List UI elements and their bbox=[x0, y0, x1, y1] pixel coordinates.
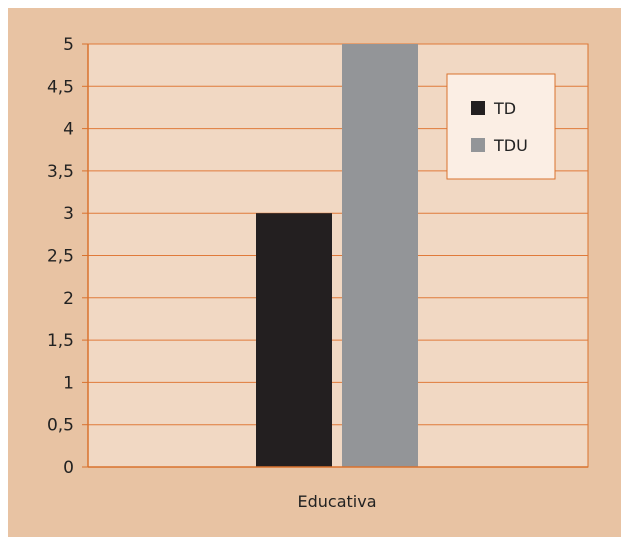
bars bbox=[256, 44, 418, 467]
y-axis-tick-labels: 0 0,5 1 1,5 2 2,5 3 3,5 4 4,5 5 bbox=[47, 35, 88, 478]
legend-swatch-tdu bbox=[471, 138, 485, 152]
y-tick-label: 3,5 bbox=[47, 162, 74, 182]
legend: TD TDU bbox=[446, 73, 556, 180]
y-tick-label: 5 bbox=[63, 35, 74, 55]
y-tick-label: 4 bbox=[63, 120, 74, 140]
grid-lines bbox=[88, 43, 588, 426]
y-tick-label: 3 bbox=[63, 204, 74, 224]
legend-swatch-td bbox=[471, 101, 485, 115]
legend-label-tdu: TDU bbox=[493, 136, 528, 155]
y-tick-label: 4,5 bbox=[47, 77, 74, 97]
y-tick-label: 0,5 bbox=[47, 416, 74, 436]
y-tick-label: 2 bbox=[63, 289, 74, 309]
legend-box bbox=[446, 73, 556, 180]
y-tick-label: 2,5 bbox=[47, 247, 74, 267]
y-tick-label: 1 bbox=[63, 373, 74, 393]
bar-tdu bbox=[342, 44, 418, 467]
legend-label-td: TD bbox=[493, 99, 516, 118]
y-tick-label: 0 bbox=[63, 458, 74, 478]
y-tick-label: 1,5 bbox=[47, 331, 74, 351]
bar-td bbox=[256, 213, 332, 467]
x-axis-tick-labels: Educativa bbox=[298, 492, 377, 511]
x-category-label: Educativa bbox=[298, 492, 377, 511]
